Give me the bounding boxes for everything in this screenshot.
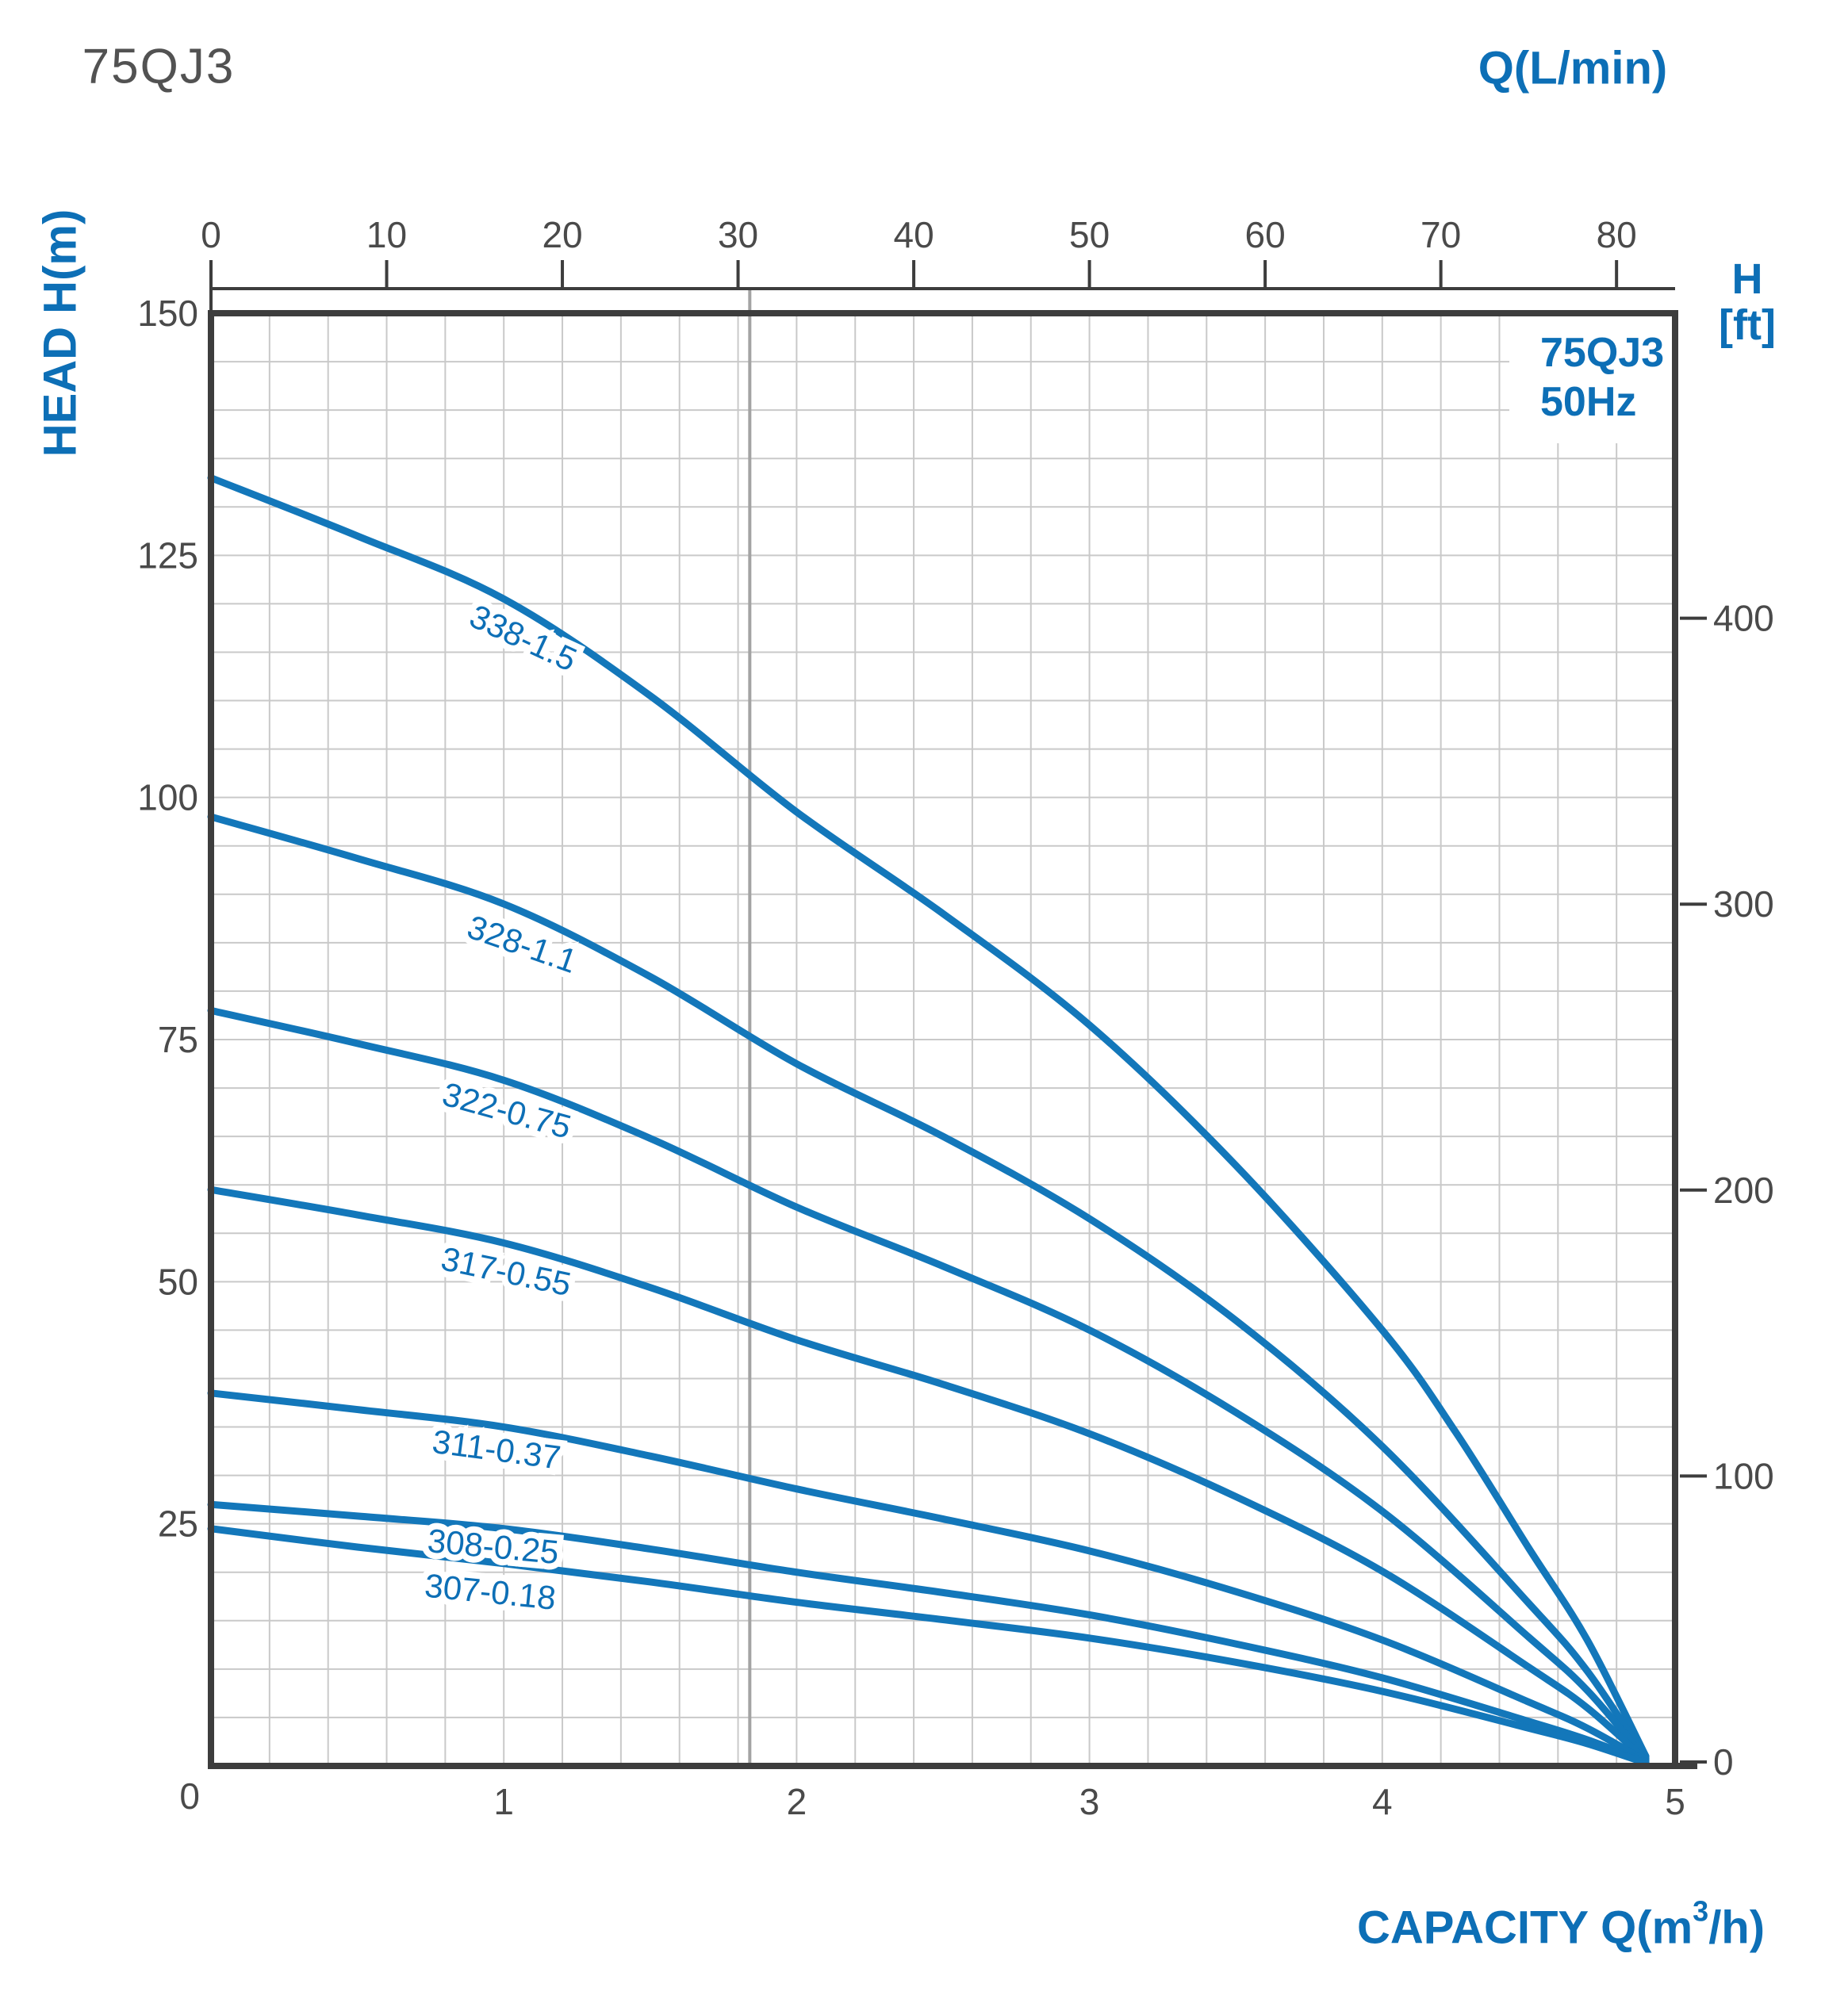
- top-axis: 0 10 20 30 40 50 60 70 80: [201, 214, 1675, 313]
- right-tick-label: 300: [1713, 883, 1774, 925]
- top-tick-label: 10: [366, 214, 407, 255]
- bottom-tick-label: 1: [493, 1781, 514, 1822]
- bottom-axis-title-suffix: /h): [1708, 1902, 1766, 1954]
- inset-label-box: 75QJ3 50Hz: [1540, 328, 1664, 427]
- curve-label-308-0.25: 308-0.25: [426, 1522, 560, 1571]
- curve-311-0.37: [207, 1389, 1650, 1765]
- bottom-tick-label: 2: [787, 1781, 807, 1822]
- curve-317-0.55: [207, 1185, 1650, 1764]
- right-axis: 400 300 200 100 0: [1680, 598, 1774, 1783]
- bottom-tick-label: 5: [1665, 1781, 1685, 1822]
- top-tick-label: 0: [201, 214, 221, 255]
- left-axis: 150 125 100 75 50 25 0: [137, 293, 200, 1817]
- right-tick-label: 400: [1713, 598, 1774, 639]
- bottom-axis: 1 2 3 4 5: [493, 1781, 1685, 1822]
- top-axis-unit-label: Q(L/min): [1478, 42, 1668, 94]
- left-tick-label: 50: [158, 1261, 198, 1302]
- curve-labels: 338-1.5328-1.1322-0.75317-0.55311-0.3730…: [416, 591, 589, 1623]
- curve-label-328-1.1: 328-1.1: [462, 908, 581, 980]
- curve-label-322-0.75: 322-0.75: [439, 1075, 575, 1146]
- bottom-axis-title-sup: 3: [1693, 1894, 1709, 1928]
- curve-328-1.1: [207, 813, 1650, 1762]
- curve-338-1.5: [207, 474, 1650, 1760]
- grid: [211, 313, 1675, 1766]
- right-axis-title-ft: [ft]: [1719, 301, 1776, 349]
- curve-308-0.25: [207, 1500, 1650, 1766]
- left-tick-label: 150: [137, 293, 198, 334]
- left-tick-label: 125: [137, 534, 198, 576]
- bottom-axis-title: CAPACITY Q(m3/h): [1357, 1895, 1765, 1955]
- inset-frequency-label: 50Hz: [1540, 379, 1637, 425]
- plot-border: [208, 310, 1697, 1769]
- bottom-tick-label: 4: [1372, 1781, 1393, 1822]
- curves: [207, 474, 1650, 1767]
- page-title: 75QJ3: [82, 39, 236, 94]
- inset-model-label: 75QJ3: [1540, 330, 1665, 376]
- left-axis-title: HEAD H(m): [34, 209, 86, 458]
- left-tick-label: 25: [158, 1503, 198, 1545]
- top-tick-label: 40: [893, 214, 934, 255]
- origin-tick-label: 0: [179, 1775, 200, 1817]
- left-tick-label: 75: [158, 1019, 198, 1060]
- right-tick-label: 0: [1713, 1741, 1734, 1783]
- bottom-tick-label: 3: [1079, 1781, 1100, 1822]
- top-tick-label: 50: [1069, 214, 1110, 255]
- top-tick-label: 70: [1421, 214, 1461, 255]
- curve-label-307-0.18: 307-0.18: [423, 1567, 558, 1617]
- top-tick-label: 80: [1597, 214, 1637, 255]
- top-tick-label: 60: [1245, 214, 1286, 255]
- left-tick-label: 100: [137, 777, 198, 818]
- top-tick-label: 20: [542, 214, 582, 255]
- curve-322-0.75: [207, 1006, 1650, 1763]
- inset-label-background: [1509, 316, 1672, 443]
- right-tick-label: 100: [1713, 1455, 1774, 1496]
- curve-307-0.18: [207, 1525, 1650, 1767]
- right-axis-title-h: H: [1731, 255, 1763, 303]
- bottom-axis-title-prefix: CAPACITY Q(m: [1356, 1902, 1693, 1954]
- top-tick-label: 30: [718, 214, 758, 255]
- right-tick-label: 200: [1713, 1170, 1774, 1211]
- curve-label-317-0.55: 317-0.55: [438, 1239, 574, 1303]
